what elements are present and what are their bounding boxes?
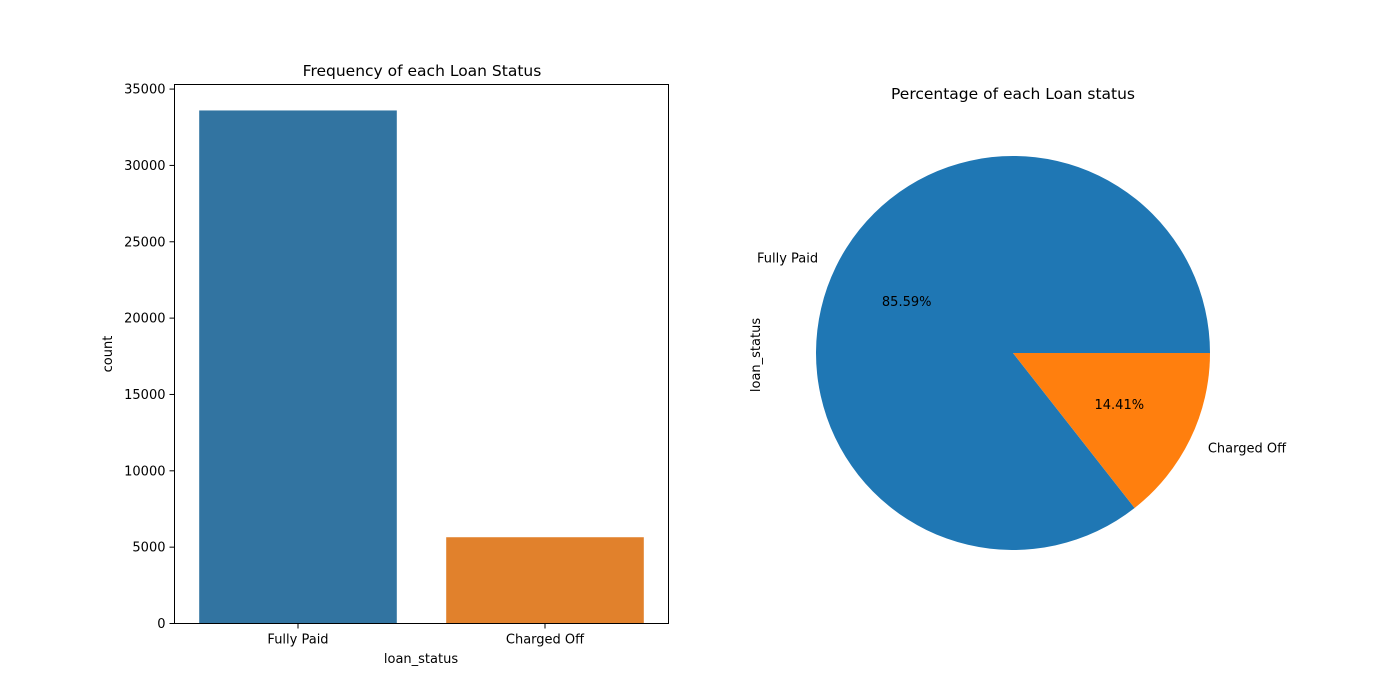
bar-chart: Frequency of each Loan Status 0 5000 10000… [101,62,669,667]
bar-y-tick-label: 5000 [132,541,165,556]
pie-labels: Fully Paid 85.59% Charged Off 14.41% [757,252,1287,457]
bar-x-axis-ticks: Fully Paid Charged Off [267,623,585,648]
bar-x-tick-label: Fully Paid [267,633,328,648]
bar-x-tick-label: Charged Off [506,633,585,648]
pie-chart-title: Percentage of each Loan status [891,85,1135,103]
bar-y-tick-label: 15000 [124,388,165,403]
bar-y-tick-label: 30000 [124,159,165,174]
bar-series [199,110,644,624]
bar-y-tick-label: 10000 [124,464,165,479]
bar-y-tick-label: 0 [157,617,165,632]
pie-percent-charged-off: 14.41% [1095,398,1145,413]
pie-label-fully-paid: Fully Paid [757,252,818,267]
bar-y-axis-ticks: 0 5000 10000 15000 20000 25000 30000 35000 [124,83,175,632]
pie-percent-fully-paid: 85.59% [882,295,932,310]
pie-y-axis-label: loan_status [749,318,764,392]
pie-label-charged-off: Charged Off [1208,441,1287,456]
bar-x-axis-label: loan_status [384,652,458,667]
bar-y-tick-label: 35000 [124,83,165,98]
bar-fully-paid [199,110,397,624]
bar-charged-off [446,537,644,624]
bar-y-tick-label: 20000 [124,312,165,327]
bar-chart-title: Frequency of each Loan Status [303,62,542,80]
pie-chart: Percentage of each Loan status Fully Pai… [749,85,1287,550]
pie-series [815,156,1210,550]
bar-y-tick-label: 25000 [124,235,165,250]
bar-plot-frame [174,84,669,624]
pie-slice-charged-off [1013,353,1210,508]
bar-y-axis-label: count [101,336,116,373]
